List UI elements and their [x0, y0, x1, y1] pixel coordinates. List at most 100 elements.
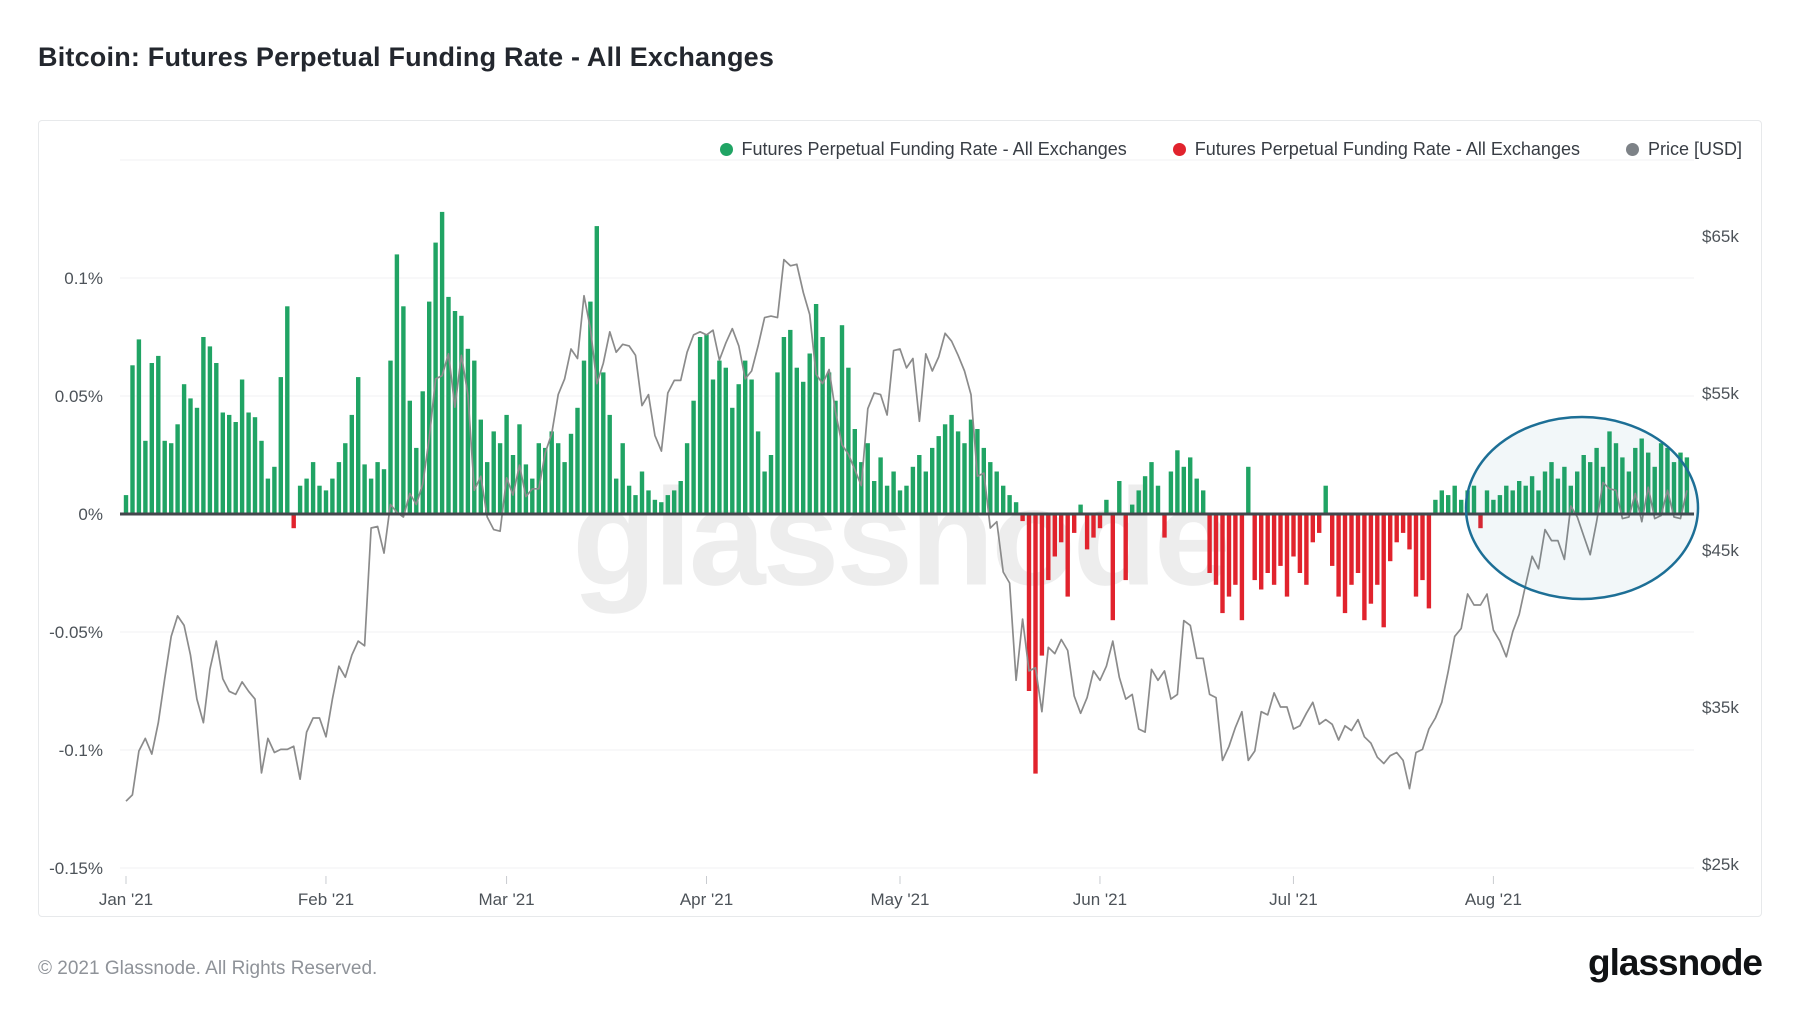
funding-bar: [594, 226, 599, 514]
funding-bar: [297, 485, 303, 514]
legend-funding-positive-label: Futures Perpetual Funding Rate - All Exc…: [741, 138, 1127, 159]
funding-bar: [1246, 466, 1251, 514]
funding-bar: [1562, 466, 1567, 514]
funding-bar: [285, 306, 290, 514]
funding-bar: [439, 211, 445, 514]
funding-bar: [1194, 478, 1199, 514]
funding-bar: [169, 443, 174, 514]
funding-bar: [1181, 466, 1186, 514]
funding-bar: [1639, 438, 1644, 514]
funding-bar: [646, 490, 651, 514]
funding-bar: [839, 325, 845, 514]
funding-bar: [949, 414, 954, 514]
funding-bar: [755, 431, 761, 514]
funding-bar: [1188, 457, 1193, 514]
funding-bar: [723, 367, 728, 514]
funding-bar: [1291, 514, 1296, 557]
glassnode-logo: glassnode: [1588, 942, 1763, 983]
funding-bar: [556, 443, 561, 514]
funding-bar: [614, 478, 619, 514]
funding-bar: [1239, 514, 1245, 621]
x-axis-label: Jan '21: [99, 890, 153, 909]
funding-bar: [891, 471, 896, 514]
funding-bar: [1375, 514, 1380, 585]
funding-bar: [678, 481, 683, 514]
funding-bar: [1136, 490, 1141, 514]
x-axis-label: Aug '21: [1465, 890, 1522, 909]
copyright-text: © 2021 Glassnode. All Rights Reserved.: [38, 958, 378, 979]
funding-bar: [607, 414, 612, 514]
legend-price[interactable]: Price [USD]: [1625, 138, 1742, 160]
funding-bar: [981, 447, 986, 514]
funding-bar: [1452, 485, 1457, 514]
price-line: [125, 258, 1688, 802]
funding-bar: [1684, 457, 1690, 514]
funding-bar: [162, 440, 167, 514]
funding-bar: [1226, 514, 1232, 597]
funding-bar: [1084, 514, 1090, 550]
funding-bar: [833, 400, 838, 514]
funding-bar: [523, 464, 529, 514]
funding-bar: [1633, 447, 1638, 514]
funding-bar: [156, 355, 161, 514]
funding-bar: [1252, 514, 1257, 581]
funding-bar: [259, 440, 264, 514]
funding-bar: [1310, 514, 1315, 543]
funding-bar: [485, 462, 490, 514]
funding-bar: [1265, 514, 1270, 573]
funding-bar: [1381, 514, 1386, 628]
funding-bar: [1130, 504, 1135, 514]
x-axis-label: May '21: [871, 890, 930, 909]
funding-bar: [781, 337, 787, 514]
funding-bar: [381, 469, 387, 514]
funding-bar: [1581, 455, 1586, 514]
funding-bar: [1026, 514, 1032, 691]
funding-bar: [1646, 452, 1651, 514]
funding-bar: [1658, 443, 1664, 514]
funding-bar: [491, 431, 496, 514]
right-axis-label: $35k: [1702, 698, 1739, 717]
funding-bar: [626, 485, 632, 514]
funding-bar: [362, 464, 367, 514]
x-axis-label: Jun '21: [1073, 890, 1127, 909]
funding-bar: [1317, 514, 1322, 533]
funding-bar: [143, 440, 148, 514]
funding-bar: [1523, 485, 1528, 514]
legend-price-label: Price [USD]: [1647, 138, 1742, 159]
funding-bar: [762, 471, 767, 514]
right-axis-label: $25k: [1702, 855, 1739, 874]
funding-bar: [1072, 514, 1077, 533]
funding-bar: [620, 443, 625, 514]
funding-bar: [1433, 499, 1438, 514]
funding-bar: [1155, 485, 1161, 514]
funding-bar: [807, 353, 812, 514]
funding-bar: [942, 424, 948, 514]
chart-legend: Futures Perpetual Funding Rate - All Exc…: [719, 134, 1742, 164]
funding-bar: [917, 455, 922, 514]
x-axis-label: Feb '21: [298, 890, 354, 909]
funding-bar: [1504, 485, 1509, 514]
funding-bar: [968, 419, 974, 514]
x-axis-label: Jul '21: [1269, 890, 1318, 909]
legend-funding-negative[interactable]: Futures Perpetual Funding Rate - All Exc…: [1172, 139, 1580, 160]
funding-bar: [1213, 514, 1219, 585]
funding-bar: [356, 377, 361, 514]
funding-bar: [465, 348, 471, 514]
funding-bar: [1020, 514, 1025, 522]
funding-bar: [368, 478, 374, 514]
funding-bar: [1110, 514, 1115, 621]
funding-bar: [910, 466, 916, 514]
legend-funding-positive[interactable]: Futures Perpetual Funding Rate - All Exc…: [719, 138, 1127, 160]
funding-bar: [1168, 471, 1174, 514]
funding-bar: [955, 431, 961, 514]
funding-bar: [684, 443, 690, 514]
funding-bar: [936, 436, 941, 514]
funding-bar: [497, 443, 503, 514]
funding-bar: [1323, 485, 1328, 514]
funding-bar: [136, 339, 142, 514]
funding-bar: [265, 478, 271, 514]
funding-bar: [201, 337, 206, 514]
funding-bar: [1555, 478, 1561, 514]
funding-bar: [923, 471, 928, 514]
funding-bar: [214, 363, 219, 514]
